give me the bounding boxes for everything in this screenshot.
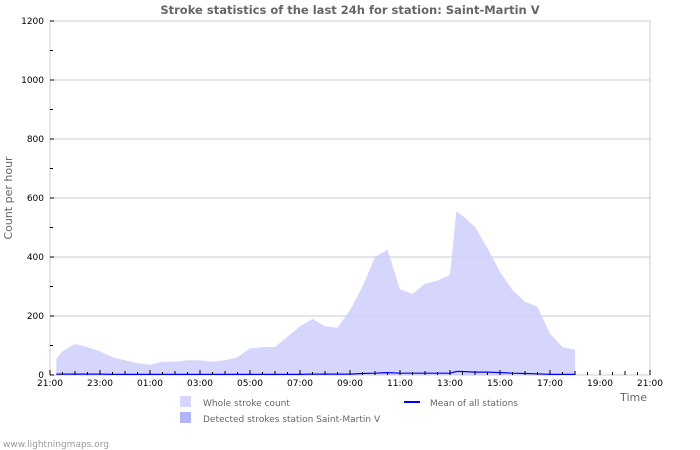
x-tick-label: 15:00 (487, 379, 513, 389)
x-tick-label: 05:00 (237, 379, 263, 389)
x-tick-label: 01:00 (137, 379, 163, 389)
x-tick-label: 11:00 (387, 379, 413, 389)
footer-site-link[interactable]: www.lightningmaps.org (3, 440, 109, 450)
mean-of-all-stations-line (56, 370, 575, 375)
y-tick-label: 200 (27, 312, 44, 322)
x-tick-label: 19:00 (587, 379, 613, 389)
legend-label-detected-strokes: Detected strokes station Saint-Martin V (203, 415, 381, 425)
y-tick-label: 800 (27, 135, 44, 145)
x-tick-label: 21:00 (637, 379, 663, 389)
chart-title: Stroke statistics of the last 24h for st… (160, 3, 539, 17)
x-tick-label: 07:00 (287, 379, 313, 389)
x-axis-label: Time (619, 391, 647, 404)
legend-swatch-whole-stroke-count (180, 396, 191, 407)
legend-swatch-detected-strokes (180, 412, 191, 423)
y-tick-label: 400 (27, 253, 44, 263)
x-tick-label: 09:00 (337, 379, 363, 389)
x-tick-label: 13:00 (437, 379, 463, 389)
y-tick-label: 1000 (21, 76, 44, 86)
legend-label-whole-stroke-count: Whole stroke count (203, 399, 290, 409)
x-tick-label: 03:00 (187, 379, 213, 389)
y-tick-label: 1200 (21, 17, 44, 27)
x-tick-label: 17:00 (537, 379, 563, 389)
x-tick-label: 21:00 (37, 379, 63, 389)
y-tick-label: 0 (38, 371, 44, 381)
whole-stroke-count-area (56, 211, 575, 375)
legend-label-mean-of-all-stations: Mean of all stations (430, 399, 518, 409)
y-tick-label: 600 (27, 194, 44, 204)
y-axis-label: Count per hour (2, 156, 15, 240)
x-tick-label: 23:00 (87, 379, 113, 389)
